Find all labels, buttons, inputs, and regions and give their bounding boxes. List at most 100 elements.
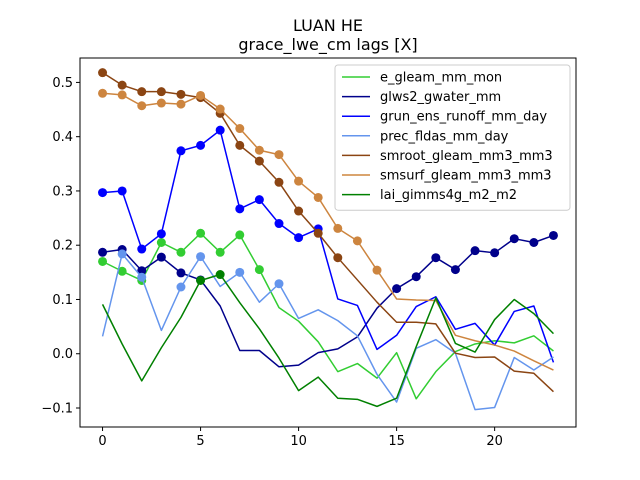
y-tick-label: 0.5 — [52, 76, 73, 91]
series-line — [101, 273, 554, 408]
data-point — [215, 247, 225, 257]
data-point — [333, 223, 343, 233]
legend-label: smsurf_gleam_mm3_mm3 — [380, 169, 552, 184]
data-point — [235, 140, 245, 150]
series-prec_fldas_mm_day — [101, 249, 554, 411]
legend-label: lai_gimms4g_m2_m2 — [380, 188, 517, 203]
data-point — [294, 233, 304, 243]
data-point — [254, 265, 264, 275]
data-point — [117, 266, 127, 276]
series-line — [102, 234, 554, 368]
x-tick-label: 10 — [290, 434, 307, 449]
series-glws2_gwater_mm — [98, 230, 558, 368]
legend: e_gleam_mm_mon glws2_gwater_mm grun_ens_ru… — [334, 64, 571, 211]
data-point — [156, 238, 166, 247]
x-tick-label: 15 — [388, 434, 405, 449]
data-point — [215, 125, 225, 135]
data-point — [254, 195, 264, 205]
data-point — [548, 230, 558, 240]
data-point — [372, 265, 382, 275]
data-point — [156, 229, 166, 239]
chart-subtitle: grace_lwe_cm lags [X] — [238, 35, 417, 55]
series-lai_gimms4g_m2_m2 — [101, 270, 554, 408]
data-point — [254, 156, 264, 166]
series-line — [101, 253, 554, 411]
legend-frame — [334, 64, 571, 211]
y-tick-label: 0.0 — [52, 347, 73, 362]
data-point — [274, 279, 284, 289]
data-point — [196, 90, 206, 100]
data-point — [313, 228, 323, 238]
data-point — [235, 204, 245, 214]
legend-label: prec_fldas_mm_day — [380, 129, 509, 144]
data-point — [117, 186, 127, 196]
legend-label: e_gleam_mm_mon — [380, 71, 502, 86]
data-point — [117, 90, 127, 100]
data-point — [137, 272, 147, 282]
data-point — [156, 87, 166, 97]
y-tick-label: 0.1 — [52, 293, 73, 308]
legend-label: grun_ens_runoff_mm_day — [380, 110, 547, 125]
chart-title: LUAN HE — [293, 16, 363, 35]
data-point — [98, 247, 108, 257]
data-point — [196, 275, 206, 285]
data-point — [274, 219, 284, 229]
data-point — [235, 124, 245, 134]
data-point — [176, 268, 186, 278]
series-layer — [98, 68, 558, 411]
data-point — [137, 101, 147, 111]
legend-label: smroot_gleam_mm3_mm3 — [380, 149, 553, 164]
data-point — [196, 252, 206, 262]
data-point — [431, 253, 441, 263]
data-point — [470, 246, 480, 256]
data-point — [176, 146, 186, 156]
data-point — [98, 68, 108, 78]
data-point — [137, 266, 147, 276]
data-point — [137, 87, 147, 97]
series-grun_ens_runoff_mm_day — [98, 125, 555, 363]
data-point — [254, 145, 264, 155]
data-point — [294, 206, 304, 216]
data-point — [235, 230, 245, 240]
data-point — [117, 249, 127, 259]
data-point — [196, 228, 206, 238]
y-tick-label: 0.4 — [52, 130, 73, 145]
x-tick-label: 5 — [196, 434, 204, 449]
legend-label: glws2_gwater_mm — [380, 90, 501, 105]
y-tick-label: −0.1 — [41, 402, 73, 417]
y-tick-label: 0.2 — [52, 239, 73, 254]
data-point — [274, 177, 284, 187]
data-point — [313, 192, 323, 202]
x-tick-label: 0 — [98, 434, 106, 449]
data-point — [392, 284, 402, 294]
data-point — [235, 267, 245, 277]
series-line — [102, 129, 555, 363]
data-point — [333, 253, 343, 263]
y-tick-label: 0.3 — [52, 184, 73, 199]
data-point — [529, 238, 539, 247]
data-point — [450, 265, 460, 275]
data-point — [98, 188, 108, 198]
data-point — [411, 272, 421, 282]
axes-layer: 0 5 10 15 20 −0.1 0.0 0.1 0.2 0.3 0.4 0.5 — [41, 76, 502, 449]
data-point — [215, 270, 225, 280]
data-point — [117, 80, 127, 90]
data-point — [274, 150, 284, 160]
data-point — [509, 234, 519, 244]
data-point — [156, 252, 166, 262]
data-point — [215, 104, 225, 114]
data-point — [156, 98, 166, 108]
data-point — [176, 89, 186, 99]
plot-area-frame — [79, 57, 577, 428]
x-tick-label: 20 — [486, 434, 503, 449]
series-smsurf_gleam_mm3_mm3 — [98, 88, 554, 371]
data-point — [98, 88, 108, 98]
data-point — [490, 248, 500, 258]
data-point — [196, 140, 206, 150]
data-point — [98, 256, 108, 266]
data-point — [176, 282, 186, 292]
data-point — [137, 244, 147, 254]
data-point — [294, 176, 304, 186]
data-point — [176, 247, 186, 257]
